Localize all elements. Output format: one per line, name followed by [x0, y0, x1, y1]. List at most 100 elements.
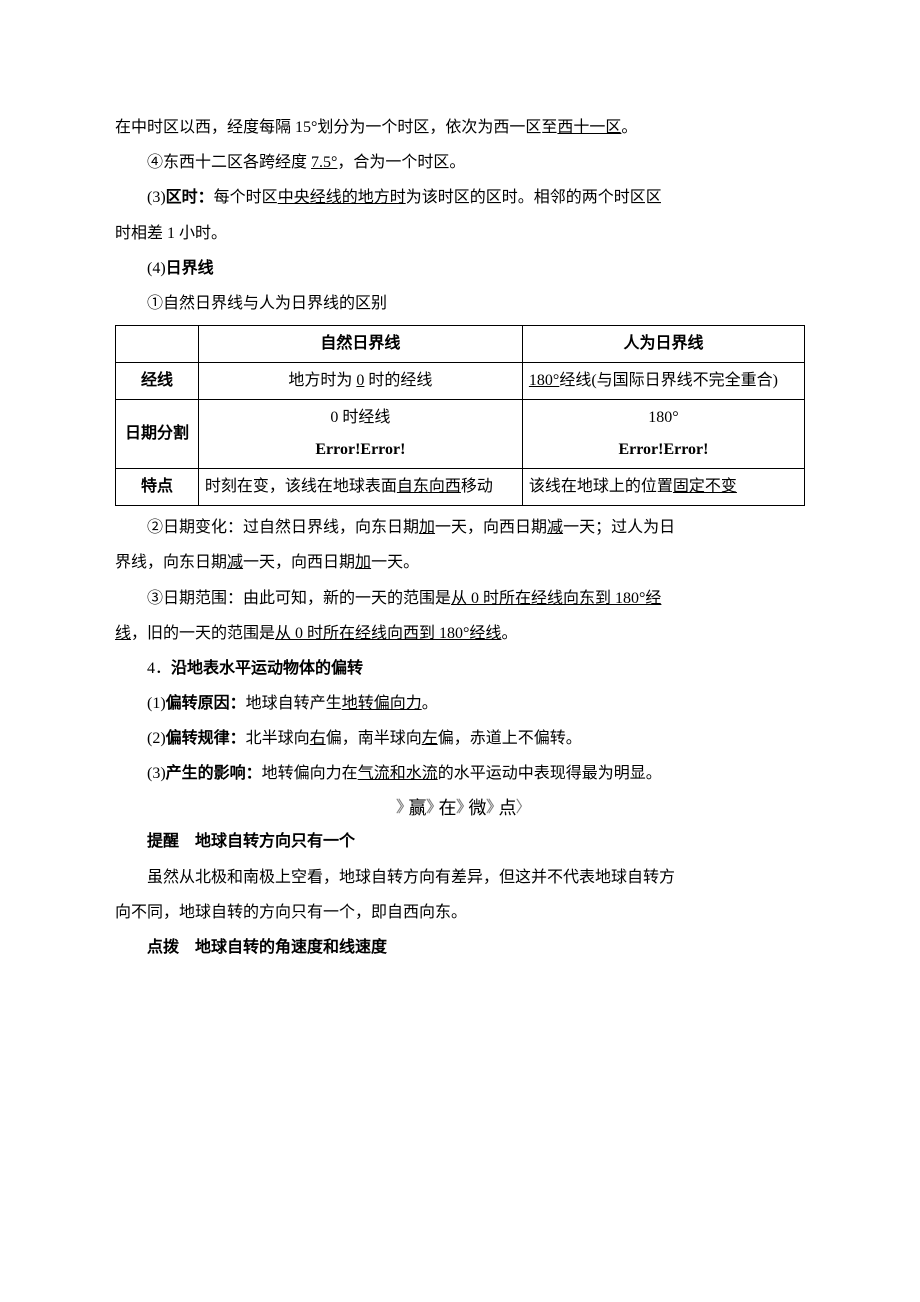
bold-text: 提醒	[147, 833, 179, 850]
text: 该线在地球上的位置	[529, 478, 673, 495]
underline-text: 固定不变	[673, 478, 737, 495]
text: ，旧的一天的范围是	[131, 625, 275, 642]
text: ③日期范围：由此可知，新的一天的范围是	[147, 590, 451, 607]
error-text: Error!Error!	[618, 441, 708, 458]
error-text: Error!Error!	[315, 441, 405, 458]
text: 每个时区	[214, 189, 278, 206]
paragraph-cont: 线，旧的一天的范围是从 0 时所在经线向西到 180°经线。	[115, 616, 805, 651]
text: 一天；过人为日	[563, 519, 675, 536]
paragraph: (1)偏转原因：地球自转产生地转偏向力。	[115, 686, 805, 721]
chevron-icon: 〉〉	[395, 795, 407, 821]
text: 。	[621, 119, 637, 136]
paragraph: (2)偏转规律：北半球向右偏，南半球向左偏，赤道上不偏转。	[115, 721, 805, 756]
text: 的水平运动中表现得最为明显。	[438, 765, 662, 782]
text: 。	[501, 625, 517, 642]
chevron-icon: 〉〉	[486, 795, 498, 821]
text: (2)	[147, 730, 166, 747]
underline-text: 从 0 时所在经线向东到 180°经	[451, 590, 661, 607]
table-row-header: 特点	[116, 469, 199, 506]
bold-text: 点拨	[147, 939, 179, 956]
text: (4)	[147, 260, 166, 277]
paragraph: ②日期变化：过自然日界线，向东日期加一天，向西日期减一天；过人为日	[115, 510, 805, 545]
text: 4．	[147, 660, 171, 677]
paragraph-cont: 时相差 1 小时。	[115, 216, 805, 251]
paragraph-cont: 界线，向东日期减一天，向西日期加一天。	[115, 545, 805, 580]
table-row-header: 经线	[116, 363, 199, 400]
text: 时的经线	[364, 372, 432, 389]
text: 经线(与国际日界线不完全重合)	[559, 372, 778, 389]
underline-text: 中央经线的地方时	[278, 189, 406, 206]
underline-text: 气流和水流	[358, 765, 438, 782]
spacer	[179, 939, 195, 956]
table-row: 经线 地方时为 0 时的经线 180°经线(与国际日界线不完全重合)	[116, 363, 805, 400]
text: 偏，南半球向	[326, 730, 422, 747]
chevron-icon: 〉	[516, 795, 526, 821]
table-row: 特点 时刻在变，该线在地球表面自东向西移动 该线在地球上的位置固定不变	[116, 469, 805, 506]
text: ④东西十二区各跨经度	[147, 154, 311, 171]
text: ，合为一个时区。	[337, 154, 465, 171]
bold-text: 产生的影响：	[166, 765, 262, 782]
table-header: 人为日界线	[522, 326, 804, 363]
paragraph: 4．沿地表水平运动物体的偏转	[115, 651, 805, 686]
text: 一天。	[371, 554, 419, 571]
paragraph: 虽然从北极和南极上空看，地球自转方向有差异，但这并不代表地球自转方	[115, 860, 805, 895]
bold-text: 偏转原因：	[166, 695, 246, 712]
text: 地球自转产生	[246, 695, 342, 712]
bold-text: 沿地表水平运动物体的偏转	[171, 660, 363, 677]
comparison-table: 自然日界线 人为日界线 经线 地方时为 0 时的经线 180°经线(与国际日界线…	[115, 325, 805, 506]
underline-text: 7.5°	[311, 154, 337, 171]
bold-text: 地球自转方向只有一个	[195, 833, 355, 850]
text: 地转偏向力在	[262, 765, 358, 782]
text: 180°	[648, 409, 678, 426]
table-header: 自然日界线	[198, 326, 522, 363]
section-banner: 〉〉赢 〉〉在 〉〉微 〉〉点 〉	[115, 794, 805, 823]
underline-text: 减	[227, 554, 243, 571]
text: (3)	[147, 189, 166, 206]
text: (1)	[147, 695, 166, 712]
text: 0 时经线	[330, 409, 390, 426]
bold-text: 区时：	[166, 189, 214, 206]
document-page: 在中时区以西，经度每隔 15°划分为一个时区，依次为西一区至西十一区。 ④东西十…	[0, 0, 920, 1302]
table-cell: 地方时为 0 时的经线	[198, 363, 522, 400]
text: ②日期变化：过自然日界线，向东日期	[147, 519, 419, 536]
text: 为该时区的区时。相邻的两个时区区	[406, 189, 662, 206]
paragraph-cont: 向不同，地球自转的方向只有一个，即自西向东。	[115, 895, 805, 930]
table-cell: 该线在地球上的位置固定不变	[522, 469, 804, 506]
table-cell: 180° Error!Error!	[522, 400, 804, 469]
text: 。	[422, 695, 438, 712]
text: (3)	[147, 765, 166, 782]
tip-heading: 提醒 地球自转方向只有一个	[115, 824, 805, 859]
table-cell: 0 时经线 Error!Error!	[198, 400, 522, 469]
underline-text: 加	[355, 554, 371, 571]
underline-text: 自东向西	[397, 478, 461, 495]
underline-text: 左	[422, 730, 438, 747]
banner-box: 〉〉赢 〉〉在 〉〉微 〉〉点 〉	[393, 794, 526, 823]
text: 一天，向西日期	[243, 554, 355, 571]
underline-text: 减	[547, 519, 563, 536]
text: 移动	[461, 478, 493, 495]
table-row: 自然日界线 人为日界线	[116, 326, 805, 363]
chevron-icon: 〉〉	[455, 795, 467, 821]
bold-text: 地球自转的角速度和线速度	[195, 939, 387, 956]
table-header	[116, 326, 199, 363]
chevron-icon: 〉〉	[425, 795, 437, 821]
text: 偏，赤道上不偏转。	[438, 730, 582, 747]
paragraph: ④东西十二区各跨经度 7.5°，合为一个时区。	[115, 145, 805, 180]
underline-text: 地转偏向力	[342, 695, 422, 712]
table-row-header: 日期分割	[116, 400, 199, 469]
text: 北半球向	[246, 730, 310, 747]
paragraph: (4)日界线	[115, 251, 805, 286]
paragraph: 在中时区以西，经度每隔 15°划分为一个时区，依次为西一区至西十一区。	[115, 110, 805, 145]
bold-text: 日界线	[166, 260, 214, 277]
text: 时刻在变，该线在地球表面	[205, 478, 397, 495]
text: 界线，向东日期	[115, 554, 227, 571]
table-cell: 时刻在变，该线在地球表面自东向西移动	[198, 469, 522, 506]
paragraph: ③日期范围：由此可知，新的一天的范围是从 0 时所在经线向东到 180°经	[115, 581, 805, 616]
underline-text: 加	[419, 519, 435, 536]
underline-text: 西十一区	[557, 119, 621, 136]
text: 地方时为	[288, 372, 356, 389]
paragraph: (3)产生的影响：地转偏向力在气流和水流的水平运动中表现得最为明显。	[115, 756, 805, 791]
spacer	[179, 833, 195, 850]
underline-text: 右	[310, 730, 326, 747]
tip-heading: 点拨 地球自转的角速度和线速度	[115, 930, 805, 965]
